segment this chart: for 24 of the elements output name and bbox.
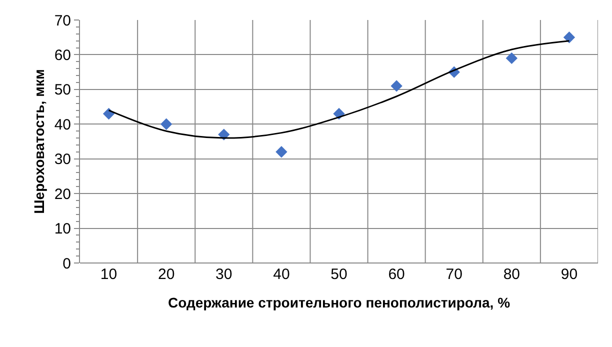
y-tick-label: 70 — [54, 12, 71, 30]
point — [160, 118, 172, 130]
x-tick-label: 10 — [100, 266, 118, 283]
x-axis-title: Содержание строительного пенополистирола, % — [168, 294, 511, 310]
point — [563, 32, 576, 44]
y-tick-label: 60 — [54, 46, 71, 64]
y-tick-label: 20 — [54, 186, 71, 203]
x-tick-label: 30 — [216, 266, 232, 283]
x-tick-label: 80 — [503, 266, 520, 283]
x-tick-label: 60 — [388, 266, 405, 283]
y-tick-label: 50 — [54, 82, 71, 99]
point — [390, 80, 402, 92]
x-tick-label: 90 — [560, 266, 578, 283]
y-tick-label: 0 — [62, 255, 71, 272]
y-tick-label: 30 — [54, 151, 71, 168]
y-tick-label: 40 — [54, 116, 71, 134]
y-tick-label: 10 — [54, 220, 71, 238]
x-tick-label: 70 — [446, 266, 462, 283]
x-tick-label: 40 — [273, 266, 290, 283]
point — [506, 52, 518, 64]
x-tick-label: 50 — [330, 266, 348, 283]
x-tick-label: 20 — [158, 266, 175, 283]
y-axis-title: Шероховатость, мкм — [30, 69, 47, 214]
point — [276, 146, 288, 158]
